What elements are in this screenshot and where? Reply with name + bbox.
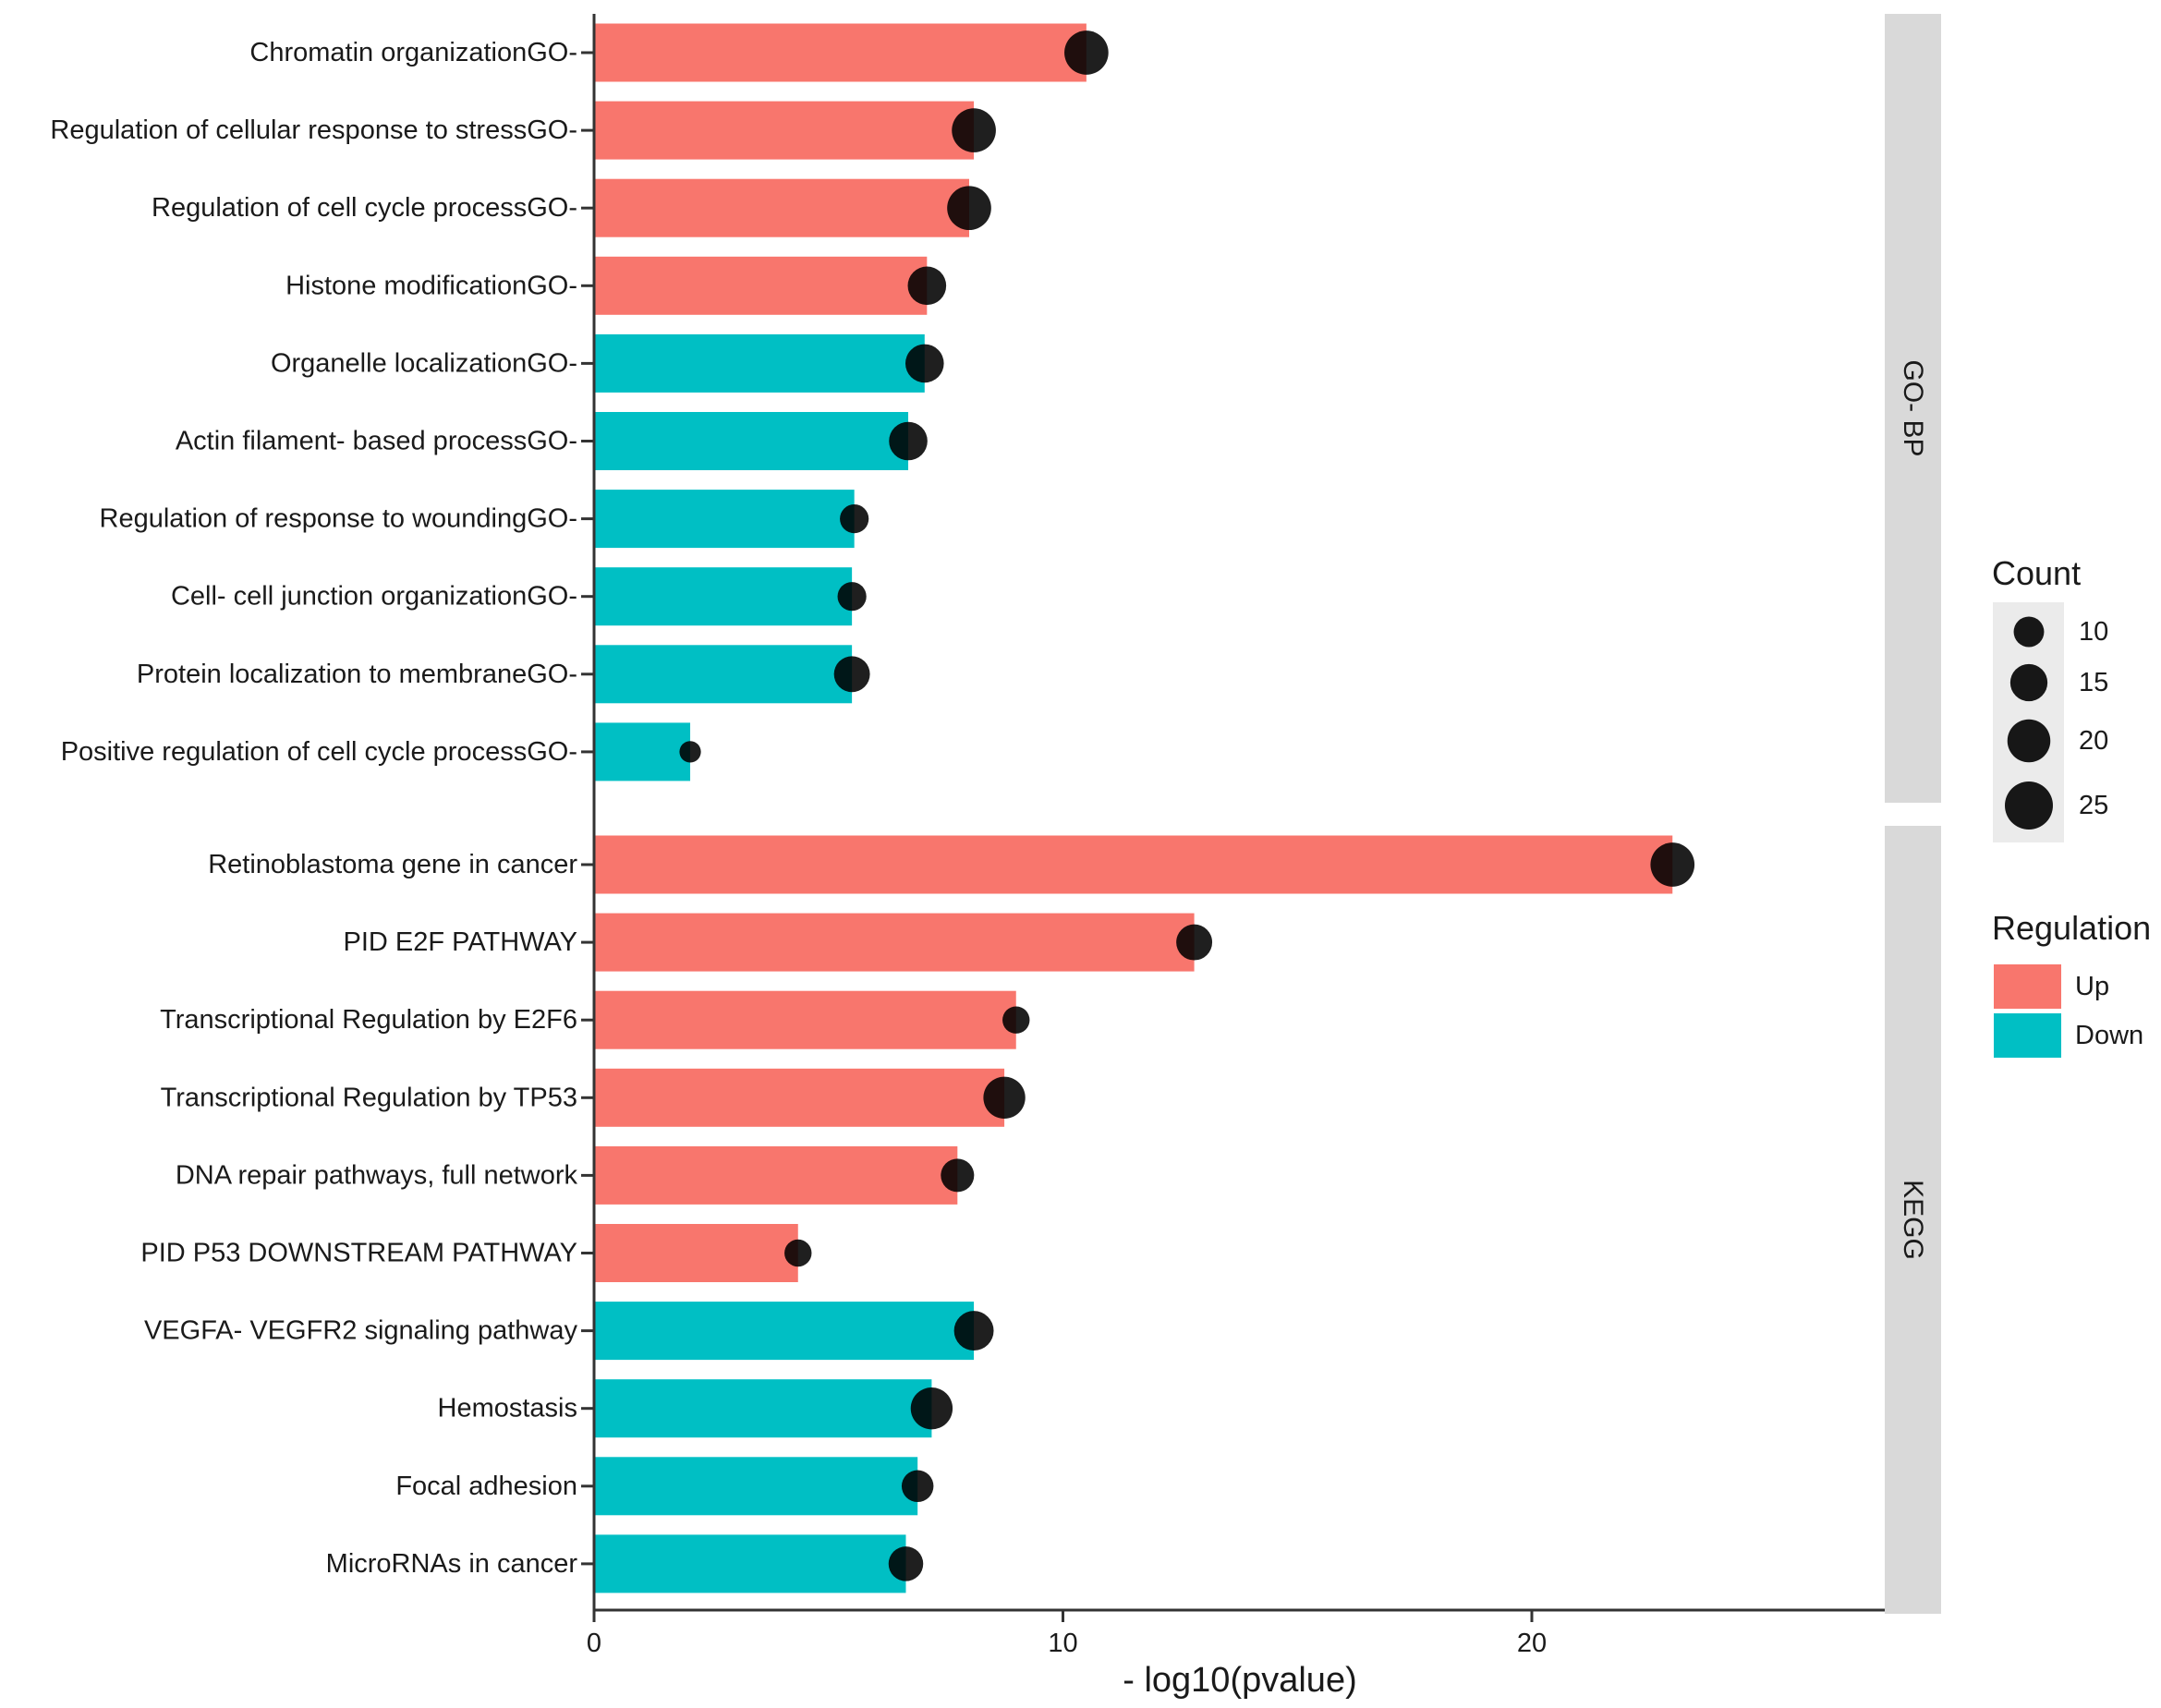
count-dot-1-4 (941, 1158, 975, 1193)
legend-regulation-title: Regulation (1992, 909, 2151, 947)
category-label-0-2: Regulation of cell cycle processGO- (152, 193, 577, 223)
x-axis-title: - log10(pvalue) (1123, 1661, 1356, 1700)
legend-count-label-1: 15 (2079, 668, 2108, 697)
count-dot-0-9 (679, 741, 701, 763)
category-label-0-0: Chromatin organizationGO- (249, 38, 577, 67)
count-dot-1-6 (953, 1311, 994, 1351)
legend-count-label-3: 25 (2079, 791, 2108, 820)
legend-count-dot-1 (2009, 663, 2048, 702)
category-label-1-3: Transcriptional Regulation by TP53 (161, 1083, 577, 1112)
count-dot-1-8 (901, 1470, 934, 1503)
category-label-1-4: DNA repair pathways, full network (176, 1160, 578, 1190)
facet-strip-1 (1885, 826, 1941, 1614)
bar-0-0 (594, 23, 1087, 82)
category-label-1-9: MicroRNAs in cancer (326, 1549, 578, 1579)
facet-strip-label-0: GO- BP (1898, 359, 1928, 456)
category-label-0-3: Histone modificationGO- (285, 271, 577, 300)
bar-1-4 (594, 1145, 958, 1205)
count-dot-0-2 (947, 186, 991, 231)
category-label-1-6: VEGFA- VEGFR2 signaling pathway (144, 1316, 578, 1346)
count-dot-0-0 (1064, 30, 1109, 75)
category-label-1-1: PID E2F PATHWAY (343, 927, 577, 957)
category-label-0-1: Regulation of cellular response to stres… (50, 115, 577, 145)
category-label-0-9: Positive regulation of cell cycle proces… (61, 737, 577, 767)
legend-regulation-label-0: Up (2075, 972, 2109, 1001)
count-dot-0-6 (840, 504, 869, 534)
legend-count-label-0: 10 (2079, 617, 2108, 647)
x-tick-label-0: 0 (587, 1629, 601, 1658)
count-dot-1-7 (910, 1387, 953, 1430)
bar-0-6 (594, 490, 855, 549)
category-label-1-5: PID P53 DOWNSTREAM PATHWAY (140, 1239, 577, 1268)
category-label-0-8: Protein localization to membraneGO- (137, 660, 577, 689)
legend-regulation-label-1: Down (2075, 1021, 2143, 1050)
count-dot-1-1 (1176, 924, 1213, 961)
bar-0-9 (594, 722, 691, 781)
legend-count-dot-2 (2007, 719, 2051, 763)
bar-0-3 (594, 256, 928, 315)
bar-0-2 (594, 178, 969, 237)
count-dot-0-8 (833, 656, 870, 693)
bar-1-0 (594, 835, 1673, 894)
count-dot-0-3 (907, 266, 947, 306)
count-dot-1-2 (1002, 1006, 1030, 1034)
count-dot-1-9 (888, 1546, 924, 1581)
bar-1-3 (594, 1068, 1005, 1127)
count-dot-1-0 (1650, 842, 1695, 887)
category-label-1-2: Transcriptional Regulation by E2F6 (160, 1005, 577, 1035)
legend-count-dot-3 (2005, 781, 2053, 830)
legend-count-title: Count (1992, 554, 2081, 592)
bar-0-8 (594, 645, 853, 704)
bar-1-7 (594, 1379, 932, 1438)
count-dot-0-1 (952, 108, 996, 152)
category-label-1-7: Hemostasis (438, 1394, 578, 1423)
bar-1-9 (594, 1534, 906, 1593)
category-label-0-7: Cell- cell junction organizationGO- (171, 582, 577, 612)
count-dot-0-7 (837, 582, 867, 612)
legend-count-dot-0 (2013, 616, 2045, 648)
bar-0-5 (594, 412, 909, 470)
count-dot-0-5 (889, 421, 928, 461)
x-tick-label-1: 10 (1048, 1629, 1077, 1658)
bar-0-1 (594, 101, 975, 160)
category-label-1-0: Retinoblastoma gene in cancer (208, 850, 577, 879)
facet-strip-0 (1885, 14, 1941, 803)
category-label-0-6: Regulation of response to woundingGO- (100, 504, 577, 534)
legend-regulation-swatch-1 (1994, 1013, 2061, 1058)
bar-0-4 (594, 333, 925, 393)
category-label-0-4: Organelle localizationGO- (271, 348, 577, 378)
bar-1-8 (594, 1457, 918, 1516)
x-tick-label-2: 20 (1517, 1629, 1547, 1658)
facet-strip-label-1: KEGG (1898, 1180, 1928, 1260)
bar-1-5 (594, 1224, 798, 1282)
count-dot-1-5 (784, 1239, 812, 1267)
legend-regulation-swatch-0 (1994, 964, 2061, 1009)
count-dot-0-4 (904, 344, 944, 383)
bar-0-7 (594, 567, 853, 626)
bar-1-2 (594, 990, 1016, 1049)
count-dot-1-3 (983, 1076, 1026, 1119)
bar-1-6 (594, 1302, 975, 1361)
category-label-0-5: Actin filament- based processGO- (176, 427, 577, 456)
legend-count-label-2: 20 (2079, 726, 2108, 756)
bar-1-1 (594, 913, 1195, 972)
category-label-1-8: Focal adhesion (395, 1472, 577, 1501)
